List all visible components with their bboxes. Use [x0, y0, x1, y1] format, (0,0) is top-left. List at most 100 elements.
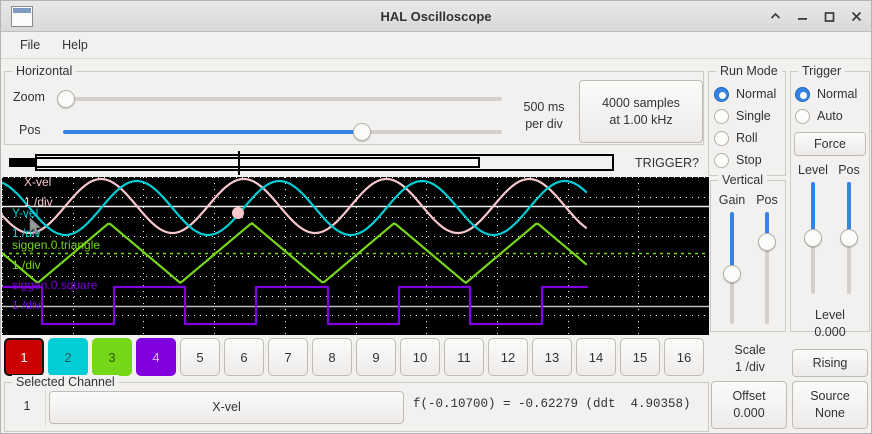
minimize-button[interactable]: [796, 10, 809, 23]
trigger-option-auto[interactable]: Auto: [795, 105, 867, 127]
run-mode-label-roll: Roll: [736, 131, 758, 145]
channel-button-16[interactable]: 16: [664, 338, 704, 376]
run-mode-options: Normal Single Roll Stop: [714, 83, 782, 171]
vertical-scale-title: Scale: [734, 343, 766, 358]
channel-button-5[interactable]: 5: [180, 338, 220, 376]
pos-label: Pos: [19, 123, 41, 137]
selected-channel-value: f(-0.10700) = -0.62279 (ddt 4.90358): [413, 397, 691, 411]
trigger-level-slider[interactable]: [804, 182, 822, 294]
channel-button-label: 12: [500, 349, 516, 365]
channel-button-label: 8: [328, 349, 336, 365]
trigger-label-auto: Auto: [817, 109, 843, 123]
trigger-prompt: TRIGGER?: [635, 156, 699, 170]
trigger-options: Normal Auto: [795, 83, 867, 127]
radio-stop-icon[interactable]: [714, 152, 729, 168]
pos-slider-knob[interactable]: [353, 123, 371, 141]
radio-normal-icon[interactable]: [714, 86, 729, 102]
channel-button-9[interactable]: 9: [356, 338, 396, 376]
vertical-offset-value: 0.000: [733, 406, 765, 420]
run-mode-option-normal[interactable]: Normal: [714, 83, 782, 105]
trigger-source-button[interactable]: Source None: [792, 381, 868, 429]
run-mode-option-single[interactable]: Single: [714, 105, 782, 127]
vertical-legend: Vertical: [718, 173, 767, 187]
zoom-slider-knob[interactable]: [57, 90, 75, 108]
run-mode-option-roll[interactable]: Roll: [714, 127, 782, 149]
channel-1-scale-label: 1 /div: [24, 195, 53, 209]
vertical-scale-readout: Scale 1 /div: [713, 341, 787, 377]
channel-button-label: 1: [20, 349, 28, 365]
horizontal-position-bar[interactable]: [2, 151, 622, 175]
radio-single-icon[interactable]: [714, 108, 729, 124]
timebase-value: 500 ms: [523, 100, 565, 115]
trigger-frame: Trigger: [790, 64, 870, 332]
radio-roll-icon[interactable]: [714, 130, 729, 146]
channel-button-15[interactable]: 15: [620, 338, 660, 376]
maximize-button[interactable]: [823, 10, 836, 23]
close-button[interactable]: [850, 10, 863, 23]
trigger-edge-button[interactable]: Rising: [792, 349, 868, 377]
shade-button[interactable]: [769, 10, 782, 23]
run-mode-label-stop: Stop: [736, 153, 762, 167]
channel-button-3[interactable]: 3: [92, 338, 132, 376]
hbar-trigger-tick[interactable]: [238, 151, 240, 175]
menu-bar: File Help: [1, 32, 871, 59]
run-mode-option-stop[interactable]: Stop: [714, 149, 782, 171]
channel-button-label: 2: [64, 349, 72, 365]
trigger-option-normal[interactable]: Normal: [795, 83, 867, 105]
channel-button-1[interactable]: 1: [4, 338, 44, 376]
channel-4-name-label: siggen.0.square: [12, 278, 98, 292]
timebase-readout: 500 ms per div: [513, 93, 575, 139]
selected-channel-signal-button[interactable]: X-vel: [49, 391, 404, 424]
menu-help[interactable]: Help: [62, 38, 88, 52]
channel-button-4[interactable]: 4: [136, 338, 176, 376]
channel-button-label: 14: [588, 349, 604, 365]
channel-3-scale-label: 1 /div: [12, 258, 41, 272]
pos-slider[interactable]: [63, 123, 502, 141]
samples-button[interactable]: 4000 samples at 1.00 kHz: [579, 80, 703, 143]
channel-button-11[interactable]: 11: [444, 338, 484, 376]
channel-4-scale-label: 1 /div: [12, 298, 41, 312]
trigger-pos-slider-label: Pos: [838, 163, 860, 177]
channel-button-13[interactable]: 13: [532, 338, 572, 376]
run-mode-frame: Run Mode: [708, 64, 786, 176]
vertical-pos-knob[interactable]: [758, 233, 776, 251]
channel-button-14[interactable]: 14: [576, 338, 616, 376]
radio-trigger-normal-icon[interactable]: [795, 86, 810, 102]
vertical-frame: Vertical: [710, 173, 786, 332]
vertical-pos-label: Pos: [756, 193, 778, 207]
run-mode-label-single: Single: [736, 109, 771, 123]
channel-2-name-label: Y-vel: [12, 206, 39, 220]
scope-display[interactable]: X-vel 1 /div Y-vel 1 /div siggen.0.trian…: [2, 177, 709, 335]
radio-trigger-auto-icon[interactable]: [795, 108, 810, 124]
vertical-gain-knob[interactable]: [723, 265, 741, 283]
channel-button-6[interactable]: 6: [224, 338, 264, 376]
channel-button-2[interactable]: 2: [48, 338, 88, 376]
channel-button-12[interactable]: 12: [488, 338, 528, 376]
scope-canvas: [2, 177, 709, 335]
menu-file[interactable]: File: [20, 38, 41, 52]
channel-button-label: 10: [412, 349, 428, 365]
channel-button-label: 4: [152, 349, 160, 365]
vertical-gain-label: Gain: [718, 193, 746, 207]
trigger-level-knob[interactable]: [804, 229, 822, 247]
selected-channel-number: 1: [23, 399, 31, 413]
vertical-pos-track: [765, 212, 769, 324]
channel-button-label: 16: [676, 349, 692, 365]
vertical-gain-fill: [730, 212, 734, 274]
force-trigger-button[interactable]: Force: [794, 132, 866, 156]
channel-button-10[interactable]: 10: [400, 338, 440, 376]
channel-1-name-label: X-vel: [24, 177, 52, 189]
vertical-gain-slider[interactable]: [723, 212, 741, 324]
hbar-inner-extent: [35, 157, 480, 168]
trigger-label-normal: Normal: [817, 87, 858, 101]
trigger-source-value: None: [815, 406, 845, 420]
vertical-pos-slider[interactable]: [758, 212, 776, 324]
channel-button-label: 7: [284, 349, 292, 365]
trigger-source-title: Source: [810, 389, 850, 404]
channel-button-7[interactable]: 7: [268, 338, 308, 376]
channel-button-8[interactable]: 8: [312, 338, 352, 376]
trigger-pos-knob[interactable]: [840, 229, 858, 247]
zoom-slider[interactable]: [57, 90, 502, 108]
trigger-pos-slider[interactable]: [840, 182, 858, 294]
vertical-offset-button[interactable]: Offset 0.000: [711, 381, 787, 429]
